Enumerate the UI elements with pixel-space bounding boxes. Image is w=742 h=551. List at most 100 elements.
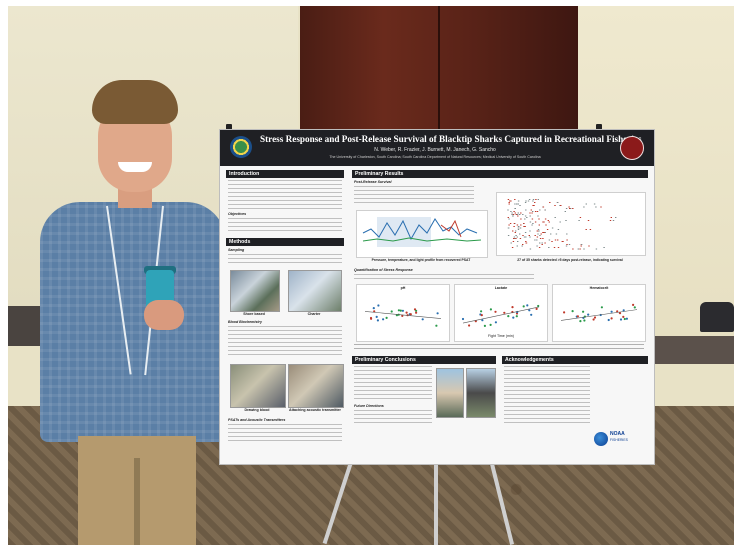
university-seal-icon xyxy=(620,136,644,160)
detection-mark xyxy=(580,245,582,247)
detection-mark xyxy=(579,248,581,250)
detection-mark xyxy=(541,244,543,245)
detection-mark xyxy=(534,211,537,212)
trend-line xyxy=(364,311,442,319)
detection-mark xyxy=(548,221,550,223)
charter-photo xyxy=(288,270,342,312)
charter-caption: Charter xyxy=(307,312,321,316)
detection-mark xyxy=(556,202,559,203)
section-preliminary-conclusions: Preliminary Conclusions xyxy=(352,356,496,364)
detection-mark xyxy=(514,212,516,214)
scatter-point xyxy=(582,310,585,313)
detection-mark xyxy=(545,224,547,226)
scatter-point xyxy=(435,324,438,327)
scatter-point xyxy=(623,317,626,321)
detection-mark xyxy=(529,215,531,217)
post-release-survival-heading: Post-Release Survival xyxy=(354,180,392,184)
detection-mark xyxy=(512,214,515,215)
detection-mark xyxy=(515,214,517,215)
scatter-point xyxy=(515,315,518,318)
detection-mark xyxy=(537,230,539,232)
detection-mark xyxy=(549,202,551,203)
detection-mark xyxy=(583,248,585,250)
detection-mark xyxy=(553,247,556,248)
detection-mark xyxy=(538,224,540,226)
section-methods: Methods xyxy=(226,238,344,246)
scatter-point xyxy=(618,312,622,315)
detection-mark xyxy=(534,221,537,223)
detection-mark xyxy=(513,238,515,239)
scatter-point xyxy=(622,309,625,312)
scatter-point xyxy=(480,314,483,317)
door-divider xyxy=(438,6,440,146)
poster-authors: N. Weber, R. Frazier, J. Burnett, M. Jan… xyxy=(374,147,496,153)
psat-profile-chart xyxy=(356,210,488,258)
detection-mark xyxy=(516,214,519,215)
detection-mark xyxy=(538,218,540,220)
detection-mark xyxy=(529,248,532,250)
scatter-point xyxy=(512,316,515,319)
scatter-point xyxy=(489,308,492,311)
detection-mark xyxy=(542,238,544,239)
poster-title: Stress Response and Post-Release Surviva… xyxy=(260,134,642,144)
detection-mark xyxy=(566,244,568,245)
detection-mark xyxy=(536,230,538,232)
noaa-name: NOAA xyxy=(610,431,625,437)
scatter-point xyxy=(571,310,574,313)
detection-mark xyxy=(515,235,517,236)
scatter-point xyxy=(528,309,531,312)
scatter-point xyxy=(382,318,385,321)
detection-mark xyxy=(542,232,544,233)
detection-mark xyxy=(544,209,546,211)
detection-mark xyxy=(577,248,579,250)
detection-mark xyxy=(566,239,568,241)
detection-mark xyxy=(529,230,531,232)
detection-mark xyxy=(517,241,519,242)
scatter-point xyxy=(632,303,635,306)
detection-mark xyxy=(539,235,541,236)
detection-mark xyxy=(514,203,516,205)
detection-mark xyxy=(595,248,598,250)
trend-line xyxy=(560,309,638,321)
detection-mark xyxy=(544,232,546,233)
detection-mark xyxy=(529,212,531,214)
drawing-blood-caption: Drawing blood xyxy=(244,408,270,412)
section-introduction: Introduction xyxy=(226,170,344,178)
detection-mark xyxy=(523,223,525,224)
detection-mark xyxy=(538,247,541,248)
detection-mark xyxy=(516,236,518,238)
psat-profile-plot xyxy=(362,217,482,247)
detection-mark xyxy=(536,239,538,241)
detection-mark xyxy=(513,236,516,238)
detection-mark xyxy=(523,236,526,238)
detection-mark xyxy=(512,230,514,232)
hematocrit-label: Hematocrit xyxy=(589,286,609,290)
detection-mark xyxy=(530,209,532,211)
detection-mark xyxy=(520,218,522,220)
detection-mark xyxy=(536,236,539,238)
detection-mark xyxy=(589,229,592,230)
detection-mark xyxy=(521,245,523,247)
detection-mark xyxy=(564,211,566,212)
detection-mark xyxy=(512,215,514,217)
detection-mark xyxy=(524,226,526,227)
detection-mark xyxy=(529,221,532,223)
detection-mark xyxy=(537,199,539,200)
future-directions-heading: Future Directions xyxy=(354,404,384,408)
detection-mark xyxy=(520,212,522,214)
team-photo xyxy=(466,368,496,418)
objectives-text xyxy=(228,218,342,234)
detection-mark xyxy=(513,223,516,224)
acknowledgements-text xyxy=(504,366,590,426)
detection-mark xyxy=(510,242,512,244)
scatter-point xyxy=(401,314,404,317)
scatter-point xyxy=(600,306,603,309)
detection-mark xyxy=(568,206,570,208)
drawing-blood-photo xyxy=(230,364,286,408)
detection-mark xyxy=(513,238,516,239)
detection-mark xyxy=(570,208,572,209)
detection-mark xyxy=(522,214,524,215)
detection-mark xyxy=(587,220,590,221)
detection-mark xyxy=(507,235,510,236)
detection-mark xyxy=(554,239,557,241)
